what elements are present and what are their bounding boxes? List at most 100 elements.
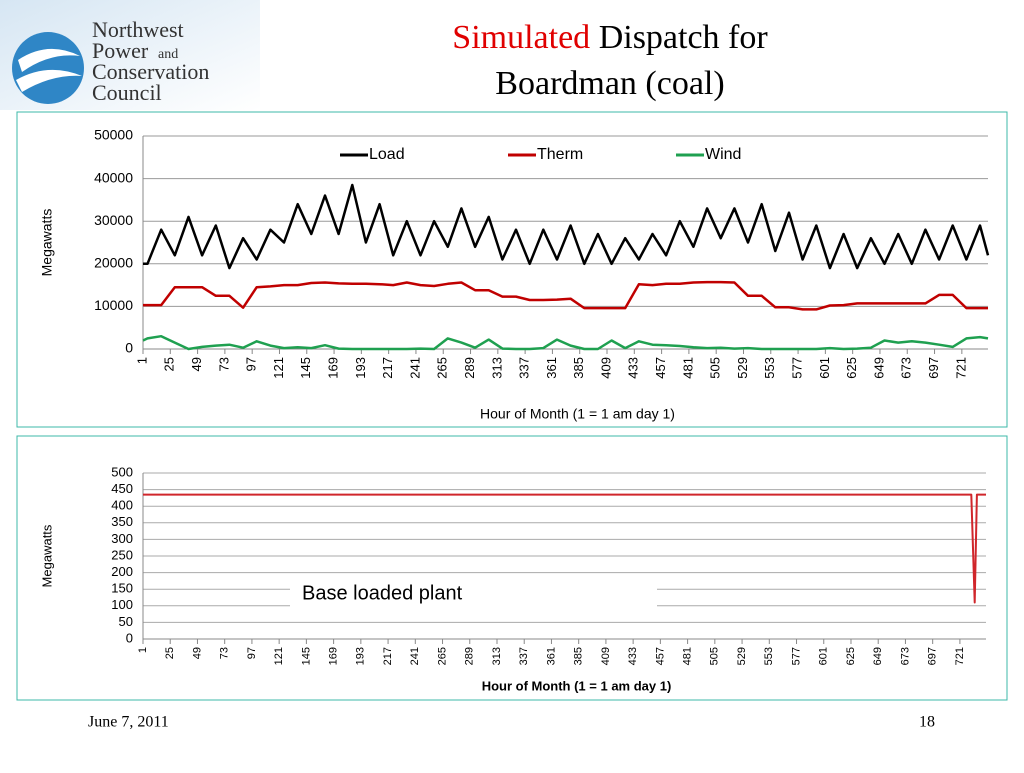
x-tick-label: 25 xyxy=(164,647,176,659)
x-tick-label: 193 xyxy=(355,647,367,665)
x-tick-label: 577 xyxy=(790,357,805,379)
title-rest: Dispatch for xyxy=(599,19,769,56)
x-tick-label: 577 xyxy=(790,647,802,665)
x-tick-label: 97 xyxy=(244,357,259,371)
x-tick-label: 145 xyxy=(300,647,312,665)
y-tick-label: 0 xyxy=(126,630,133,645)
x-tick-label: 121 xyxy=(273,647,285,665)
y-tick-label: 350 xyxy=(111,514,133,529)
x-axis-label: Hour of Month (1 = 1 am day 1) xyxy=(482,678,672,693)
y-tick-label: 200 xyxy=(111,564,133,579)
legend-label: Therm xyxy=(537,146,583,163)
x-axis-label: Hour of Month (1 = 1 am day 1) xyxy=(480,406,675,422)
x-tick-label: 97 xyxy=(246,647,258,659)
x-tick-label: 505 xyxy=(708,357,723,379)
x-tick-label: 73 xyxy=(216,357,231,371)
y-tick-label: 50000 xyxy=(94,127,133,143)
x-tick-label: 481 xyxy=(680,357,695,379)
x-tick-label: 457 xyxy=(653,357,668,379)
x-tick-label: 481 xyxy=(682,647,694,665)
logo-text: Council xyxy=(92,80,162,105)
x-tick-label: 553 xyxy=(762,357,777,379)
x-tick-label: 433 xyxy=(627,647,639,665)
y-axis-label: Megawatts xyxy=(39,524,54,587)
x-tick-label: 241 xyxy=(409,647,421,665)
x-tick-label: 217 xyxy=(382,647,394,665)
series-line xyxy=(143,183,990,270)
x-tick-label: 265 xyxy=(435,357,450,379)
y-tick-label: 400 xyxy=(111,498,133,513)
y-tick-label: 0 xyxy=(125,340,133,356)
annotation: Base loaded plant xyxy=(302,582,463,604)
x-tick-label: 529 xyxy=(736,647,748,665)
x-tick-label: 649 xyxy=(872,647,884,665)
logo-text: Northwest xyxy=(92,17,184,42)
x-tick-label: 1 xyxy=(134,357,149,364)
slide-title: Boardman (coal) xyxy=(495,65,724,102)
y-tick-label: 250 xyxy=(111,547,133,562)
x-tick-label: 313 xyxy=(489,357,504,379)
x-tick-label: 145 xyxy=(298,357,313,379)
series-line xyxy=(142,334,989,351)
y-tick-label: 150 xyxy=(111,581,133,596)
x-tick-label: 385 xyxy=(573,647,585,665)
logo-text: Conservation xyxy=(92,59,209,84)
x-tick-label: 697 xyxy=(926,357,941,379)
x-tick-label: 193 xyxy=(353,357,368,379)
legend-label: Wind xyxy=(705,146,741,163)
x-tick-label: 289 xyxy=(464,647,476,665)
annotation-box xyxy=(290,577,657,609)
x-tick-label: 385 xyxy=(571,357,586,379)
x-tick-label: 361 xyxy=(544,357,559,379)
x-tick-label: 409 xyxy=(598,357,613,379)
x-tick-label: 673 xyxy=(899,647,911,665)
x-tick-label: 409 xyxy=(600,647,612,665)
legend-label: Load xyxy=(369,146,405,163)
x-tick-label: 1 xyxy=(137,647,149,653)
y-tick-label: 100 xyxy=(111,597,133,612)
y-axis-label: Megawatts xyxy=(39,209,55,277)
y-tick-label: 30000 xyxy=(94,212,133,228)
x-tick-label: 73 xyxy=(219,647,231,659)
logo-text: and xyxy=(158,47,178,62)
y-tick-label: 40000 xyxy=(94,169,133,185)
y-tick-label: 10000 xyxy=(94,297,133,313)
x-tick-label: 241 xyxy=(407,357,422,379)
title-emphasis: Simulated xyxy=(452,19,590,56)
footer-date: June 7, 2011 xyxy=(88,714,169,731)
series-line xyxy=(143,280,988,311)
logo-text: Power xyxy=(92,38,149,63)
x-tick-label: 721 xyxy=(953,357,968,379)
y-tick-label: 50 xyxy=(119,614,133,629)
x-tick-label: 553 xyxy=(763,647,775,665)
x-tick-label: 49 xyxy=(191,647,203,659)
slide-title: Simulated Dispatch for xyxy=(452,19,768,56)
x-tick-label: 337 xyxy=(517,357,532,379)
x-tick-label: 121 xyxy=(271,357,286,379)
chart-frame xyxy=(16,111,1008,428)
y-tick-label: 450 xyxy=(111,481,133,496)
x-tick-label: 361 xyxy=(545,647,557,665)
x-tick-label: 265 xyxy=(436,647,448,665)
x-tick-label: 697 xyxy=(927,647,939,665)
x-tick-label: 313 xyxy=(491,647,503,665)
y-tick-label: 20000 xyxy=(94,255,133,271)
x-tick-label: 457 xyxy=(654,647,666,665)
series-line xyxy=(143,493,986,604)
page-number: 18 xyxy=(919,714,935,731)
x-tick-label: 601 xyxy=(817,357,832,379)
x-tick-label: 673 xyxy=(899,357,914,379)
x-tick-label: 49 xyxy=(189,357,204,371)
x-tick-label: 625 xyxy=(844,357,859,379)
x-tick-label: 721 xyxy=(954,647,966,665)
x-tick-label: 169 xyxy=(328,647,340,665)
chart-frame xyxy=(16,435,1008,701)
x-tick-label: 289 xyxy=(462,357,477,379)
x-tick-label: 505 xyxy=(709,647,721,665)
y-tick-label: 500 xyxy=(111,464,133,479)
x-tick-label: 601 xyxy=(818,647,830,665)
x-tick-label: 217 xyxy=(380,357,395,379)
logo-icon xyxy=(12,32,84,104)
